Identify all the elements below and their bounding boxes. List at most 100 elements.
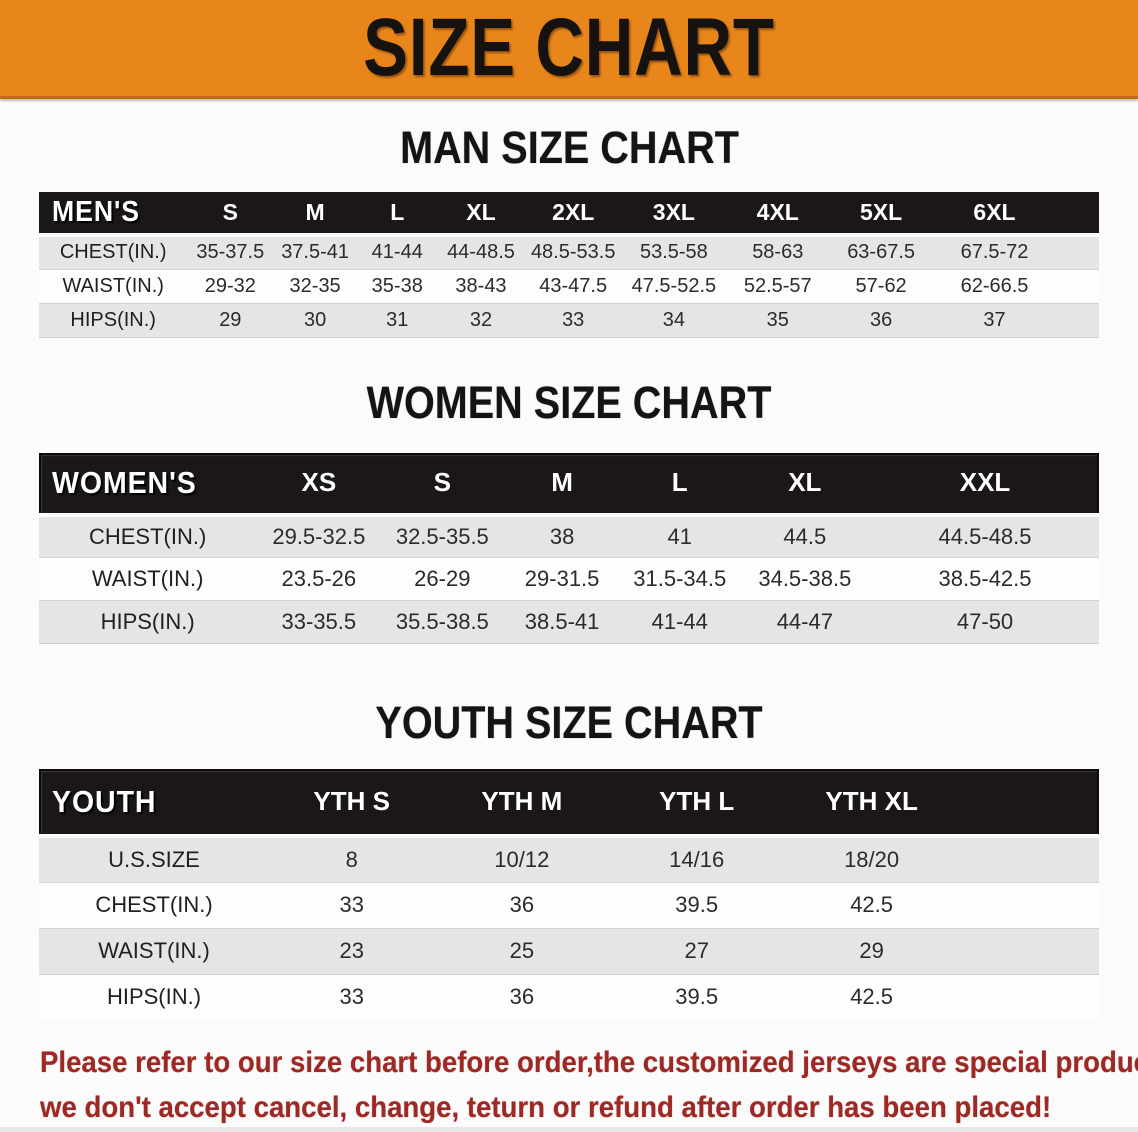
size-value-cell: 47-50 xyxy=(871,600,1099,644)
size-value-cell: 38-43 xyxy=(455,274,507,297)
row-label: HIPS(IN.) xyxy=(39,302,188,338)
size-value-cell: 18/20 xyxy=(784,835,960,883)
size-column-header: YTH L xyxy=(609,769,785,838)
size-column-header: YTH S xyxy=(269,769,435,838)
size-column-header: 4XL xyxy=(725,192,830,237)
size-column-header: XXL xyxy=(871,452,1099,517)
table-row: CHEST(IN.) 35-37.5 37.5-41 41-44 44-48.5 48.5… xyxy=(39,234,1099,270)
size-value-cell: 58-63 xyxy=(725,234,830,270)
size-value-cell: 29 xyxy=(187,302,274,338)
men-size-chart-section: MAN SIZE CHART MEN'S S M L XL 2XL 3XL 4XL 5XL 6XL… xyxy=(0,125,1138,338)
women-chart-heading-text: WOMEN SIZE CHART xyxy=(366,376,772,428)
row-filler-cell xyxy=(959,927,1099,975)
size-value-cell: 57-62 xyxy=(855,274,907,297)
men-chart-heading-text: MAN SIZE CHART xyxy=(399,122,739,173)
size-value-cell: 26-29 xyxy=(414,566,471,591)
row-filler-cell xyxy=(959,835,1099,883)
size-column-header: YTH M xyxy=(434,769,610,838)
size-value-cell: 33 xyxy=(339,892,364,917)
size-value-cell: 29.5-32.5 xyxy=(256,514,382,558)
size-column-header: 2XL xyxy=(524,192,622,237)
size-column-header: S xyxy=(381,452,504,517)
table-header-row: WOMEN'S XS S M L XL XXL xyxy=(39,452,1099,517)
size-value-cell: 41-44 xyxy=(620,600,739,644)
size-value-cell: 32 xyxy=(437,302,525,338)
size-column-header: M xyxy=(273,192,357,237)
size-value-cell: 42.5 xyxy=(850,984,894,1010)
size-value-cell: 27 xyxy=(609,927,785,975)
size-value-cell: 43-47.5 xyxy=(539,274,608,297)
table-header-label: WOMEN'S xyxy=(39,452,257,517)
size-value-cell: 36 xyxy=(509,892,535,917)
size-value-cell: 37.5-41 xyxy=(273,234,357,270)
size-value-cell: 44.5-48.5 xyxy=(871,514,1099,558)
row-filler-cell xyxy=(1056,234,1099,270)
row-label: HIPS(IN.) xyxy=(106,984,202,1010)
size-value-cell: 14/16 xyxy=(609,835,785,883)
size-value-cell: 67.5-72 xyxy=(932,234,1057,270)
size-value-cell: 31.5-34.5 xyxy=(633,566,727,591)
size-value-cell: 34.5-38.5 xyxy=(758,566,852,591)
row-label: CHEST(IN.) xyxy=(39,514,257,558)
row-filler-cell xyxy=(1056,302,1099,338)
disclaimer-line-2: we don't accept cancel, change, teturn o… xyxy=(40,1091,1052,1124)
size-value-cell: 10/12 xyxy=(434,835,610,883)
size-value-cell: 48.5-53.5 xyxy=(524,234,622,270)
table-row: WAIST(IN.) 23 25 27 29 xyxy=(39,927,1099,975)
size-column-header: 6XL xyxy=(932,192,1057,237)
size-column-header: M xyxy=(503,452,621,517)
size-value-cell: 41 xyxy=(620,514,739,558)
size-value-cell: 32.5-35.5 xyxy=(381,514,504,558)
size-value-cell: 37 xyxy=(932,302,1057,338)
size-value-cell: 42.5 xyxy=(850,892,894,917)
size-value-cell: 36 xyxy=(509,984,535,1010)
size-column-header: S xyxy=(187,192,274,237)
size-value-cell: 63-67.5 xyxy=(829,234,933,270)
header-filler-cell xyxy=(1056,192,1099,237)
youth-chart-heading-text: YOUTH SIZE CHART xyxy=(375,697,763,748)
size-value-cell: 32-35 xyxy=(289,274,341,297)
size-value-cell: 62-66.5 xyxy=(960,274,1029,297)
size-value-cell: 38.5-42.5 xyxy=(938,566,1032,591)
size-value-cell: 33-35.5 xyxy=(256,600,382,644)
size-value-cell: 41-44 xyxy=(356,234,438,270)
size-value-cell: 44-48.5 xyxy=(437,234,525,270)
size-value-cell: 25 xyxy=(434,927,610,975)
size-value-cell: 35.5-38.5 xyxy=(381,600,504,644)
disclaimer-note: Please refer to our size chart before or… xyxy=(40,1040,1138,1130)
table-row: CHEST(IN.) 29.5-32.5 32.5-35.5 38 41 44.5 44.5… xyxy=(39,514,1099,558)
size-column-header: YTH XL xyxy=(784,769,960,838)
table-header-label: YOUTH xyxy=(39,769,270,838)
row-label: HIPS(IN.) xyxy=(39,600,257,644)
size-value-cell: 33 xyxy=(339,984,364,1010)
size-value-cell: 38 xyxy=(503,514,621,558)
women-chart-heading: WOMEN SIZE CHART xyxy=(0,380,1138,425)
size-value-cell: 33 xyxy=(524,302,622,338)
size-value-cell: 47.5-52.5 xyxy=(631,274,717,297)
size-chart-banner: SIZE CHART xyxy=(0,0,1138,99)
size-value-cell: 39.5 xyxy=(675,892,719,917)
size-column-header: L xyxy=(356,192,438,237)
bottom-edge-divider xyxy=(0,1127,1138,1132)
row-label: WAIST(IN.) xyxy=(62,274,164,297)
table-row: HIPS(IN.) 29 30 31 32 33 34 35 36 37 xyxy=(39,302,1099,338)
size-value-cell: 44-47 xyxy=(738,600,872,644)
size-column-header: XL xyxy=(437,192,525,237)
size-column-header: XS xyxy=(256,452,382,517)
table-header-row: YOUTH YTH S YTH M YTH L YTH XL xyxy=(39,769,1099,838)
row-label: CHEST(IN.) xyxy=(39,234,188,270)
size-value-cell: 36 xyxy=(829,302,933,338)
size-value-cell: 8 xyxy=(269,835,435,883)
size-value-cell: 34 xyxy=(621,302,726,338)
size-value-cell: 31 xyxy=(356,302,438,338)
row-label: U.S.SIZE xyxy=(39,835,270,883)
size-column-header: 5XL xyxy=(829,192,933,237)
size-column-header: 3XL xyxy=(621,192,726,237)
size-value-cell: 30 xyxy=(273,302,357,338)
row-filler-cell xyxy=(959,974,1099,1020)
size-value-cell: 53.5-58 xyxy=(621,234,726,270)
disclaimer-line-1: Please refer to our size chart before or… xyxy=(40,1046,1138,1079)
row-label: WAIST(IN.) xyxy=(39,927,270,975)
size-value-cell: 23.5-26 xyxy=(281,566,357,591)
header-filler-cell xyxy=(959,769,1099,838)
